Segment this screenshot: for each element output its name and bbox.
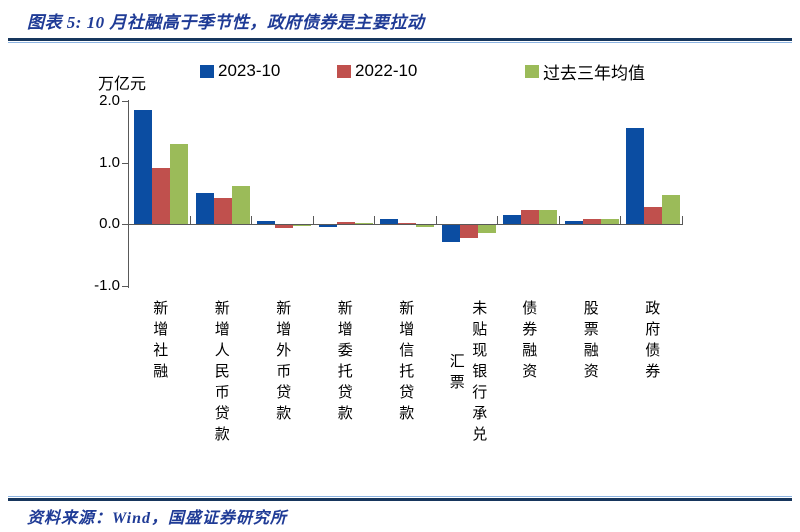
bar-债券融资-过去三年均值: [539, 209, 557, 224]
x-axis-label-股票融资: 股票融资: [581, 300, 598, 384]
bar-新增社融-2023-10: [134, 110, 152, 224]
bar-新增委托贷款-2022-10: [336, 221, 355, 224]
legend-label: 2023-10: [218, 61, 281, 80]
y-tick-mark: [122, 101, 128, 102]
legend-item-2022-10: 2022-10: [337, 61, 418, 80]
x-axis-label-债券融资: 债券融资: [520, 300, 537, 384]
bar-新增委托贷款-过去三年均值: [354, 223, 373, 225]
bar-未贴现银行承兑汇票-2022-10: [459, 224, 478, 238]
category-tick-mark: [435, 216, 437, 224]
bar-新增人民币贷款-2022-10: [213, 197, 232, 224]
header-divider: [8, 38, 792, 43]
y-tick-label-0.0: 0.0: [99, 215, 120, 232]
bar-新增人民币贷款-过去三年均值: [231, 185, 250, 224]
bar-新增社融-过去三年均值: [170, 144, 188, 224]
footer-divider: [8, 496, 792, 501]
bar-政府债券-过去三年均值: [662, 195, 680, 224]
bar-新增人民币贷款-2023-10: [195, 193, 214, 224]
y-tick-mark: [122, 162, 128, 164]
legend-swatch-过去三年均值: [525, 64, 539, 78]
y-axis-line: [128, 100, 129, 288]
bar-未贴现银行承兑汇票-2023-10: [441, 224, 460, 243]
y-tick-mark: [122, 285, 128, 287]
bar-股票融资-过去三年均值: [600, 219, 619, 224]
category-tick-mark: [189, 216, 191, 224]
bar-新增信托贷款-2022-10: [398, 223, 416, 225]
header-divider-thin-line: [8, 42, 792, 43]
legend-swatch-2023-10: [200, 64, 214, 78]
bar-政府债券-2022-10: [644, 207, 662, 224]
bar-股票融资-2023-10: [564, 220, 583, 224]
x-axis-label-新增信托贷款: 新增信托贷款: [397, 300, 414, 426]
bar-新增社融-2022-10: [152, 168, 170, 224]
category-tick-mark: [251, 216, 252, 224]
bar-新增信托贷款-2023-10: [380, 219, 398, 224]
legend-label: 过去三年均值: [543, 63, 645, 83]
category-tick-mark: [620, 216, 621, 224]
y-tick-label--1.0: -1.0: [94, 276, 120, 294]
bar-新增外币贷款-2022-10: [275, 224, 293, 228]
bar-新增委托贷款-2023-10: [318, 224, 337, 228]
category-tick-mark: [374, 216, 375, 224]
category-tick-mark: [681, 216, 683, 224]
x-axis-label-新增外币贷款: 新增外币贷款: [274, 300, 291, 426]
footer-divider-thick-line: [8, 498, 792, 501]
category-tick-mark: [497, 216, 498, 224]
x-axis-label-政府债券: 政府债券: [643, 300, 660, 384]
footer-divider-thin-line: [8, 496, 792, 497]
header-divider-thick-line: [8, 38, 792, 41]
category-tick-mark: [312, 216, 314, 224]
legend-swatch-2022-10: [337, 64, 351, 78]
source-note: 资料来源：Wind，国盛证券研究所: [27, 510, 287, 527]
legend-label: 2022-10: [355, 61, 418, 80]
bar-新增外币贷款-2023-10: [257, 220, 275, 224]
y-tick-label-1.0: 1.0: [99, 153, 120, 171]
bar-债券融资-2022-10: [521, 209, 539, 224]
bar-股票融资-2022-10: [582, 219, 601, 224]
x-axis-label-新增社融: 新增社融: [151, 300, 168, 384]
bar-政府债券-2023-10: [626, 128, 644, 224]
x-axis-label-未贴现银行承兑汇票: 未贴现银行承兑 汇票: [447, 300, 487, 447]
legend-item-过去三年均值: 过去三年均值: [525, 63, 645, 83]
category-tick-mark: [558, 216, 560, 224]
bar-未贴现银行承兑汇票-过去三年均值: [477, 224, 496, 234]
x-axis-label-新增委托贷款: 新增委托贷款: [335, 300, 352, 426]
legend-item-2023-10: 2023-10: [200, 61, 281, 80]
bar-新增信托贷款-过去三年均值: [416, 224, 434, 228]
x-axis-label-新增人民币贷款: 新增人民币贷款: [212, 300, 229, 447]
x-axis-baseline: [128, 224, 683, 225]
y-tick-mark: [122, 224, 128, 225]
y-axis-unit-label: 万亿元: [98, 76, 147, 93]
bar-债券融资-2023-10: [503, 214, 521, 224]
y-tick-label-2.0: 2.0: [99, 92, 120, 109]
page-title: 图表 5: 10 月社融高于季节性，政府债券是主要拉动: [27, 13, 425, 32]
